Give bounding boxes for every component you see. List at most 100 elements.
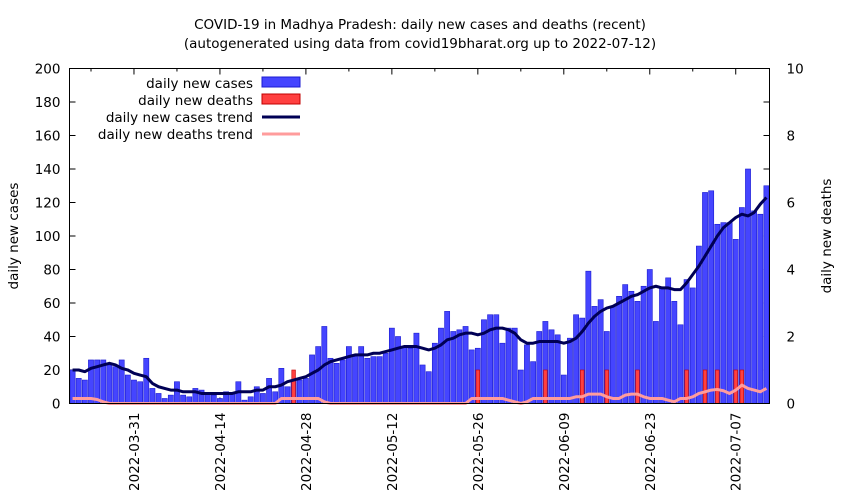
- cases-bar: [382, 352, 389, 404]
- cases-bar: [689, 287, 696, 404]
- cases-bar: [640, 285, 647, 404]
- cases-bar: [149, 388, 156, 404]
- cases-bar: [499, 342, 506, 404]
- deaths-bar: [580, 369, 585, 404]
- y-tick-label: 160: [35, 129, 61, 145]
- cases-bar: [591, 306, 598, 404]
- cases-bar: [524, 344, 530, 404]
- y2-axis-ticks: 0 2 4 6 8 10: [763, 62, 804, 413]
- x-tick-label: 2022-04-14: [213, 413, 229, 491]
- cases-bar: [573, 314, 579, 404]
- plot-frame: [69, 68, 770, 404]
- x-tick-label: 2022-05-26: [471, 413, 487, 491]
- cases-bar: [462, 326, 469, 404]
- cases-bar: [616, 295, 622, 404]
- cases-bar: [456, 329, 463, 404]
- deaths-bar: [733, 369, 738, 404]
- cases-bar: [665, 277, 672, 404]
- legend-label-deaths: daily new deaths: [138, 93, 253, 109]
- cases-bar: [106, 364, 113, 404]
- cases-bar: [425, 371, 432, 404]
- x-tick-label: 2022-04-28: [299, 413, 315, 491]
- cases-bar: [622, 284, 629, 404]
- legend-label-cases-trend: daily new cases trend: [106, 110, 253, 126]
- chart-subtitle: (autogenerated using data from covid19bh…: [184, 36, 656, 52]
- cases-bar: [726, 222, 733, 404]
- y2-tick-label: 10: [787, 62, 804, 78]
- y2-axis-label: daily new deaths: [819, 179, 835, 294]
- cases-bar: [505, 327, 512, 404]
- y-tick-label: 80: [43, 263, 60, 279]
- deaths-bar: [715, 369, 720, 404]
- cases-bar: [554, 334, 561, 404]
- legend-entry-deaths: daily new deaths: [138, 93, 301, 109]
- y-tick-label: 100: [35, 229, 61, 245]
- y2-tick-label: 4: [787, 263, 796, 279]
- x-tick-label: 2022-05-12: [385, 413, 401, 491]
- y-axis-ticks: 0 20 40 60 80 100 120 140 160 180 200: [35, 62, 770, 413]
- x-axis-ticks: 2022-03-31 2022-04-14 2022-04-28 2022-05-12…: [90, 68, 745, 491]
- y2-tick-label: 8: [787, 129, 796, 145]
- y-tick-label: 180: [35, 95, 61, 111]
- cases-bar: [413, 332, 420, 404]
- y2-tick-label: 2: [787, 330, 796, 346]
- cases-bar: [296, 379, 303, 404]
- cases-bar: [708, 190, 715, 404]
- y-tick-label: 200: [35, 62, 61, 78]
- cases-bar: [284, 386, 291, 404]
- cases-bar: [388, 327, 395, 404]
- cases-bar: [763, 185, 770, 404]
- cases-bar: [124, 374, 131, 404]
- legend-label-deaths-trend: daily new deaths trend: [98, 127, 253, 143]
- chart-title: COVID-19 in Madhya Pradesh: daily new ca…: [194, 17, 646, 33]
- deaths-bar: [635, 369, 640, 404]
- legend-label-cases: daily new cases: [146, 76, 253, 92]
- cases-bar: [315, 346, 322, 404]
- cases-bar: [327, 357, 334, 404]
- cases-bar: [266, 378, 272, 404]
- cases-bar: [204, 393, 211, 404]
- cases-bar: [450, 331, 457, 404]
- cases-bar: [419, 364, 426, 404]
- cases-bar: [628, 290, 635, 404]
- cases-bar: [81, 379, 88, 404]
- legend-entry-deaths-trend: daily new deaths trend: [98, 127, 300, 143]
- cases-bar: [511, 327, 518, 404]
- y2-tick-label: 0: [787, 397, 796, 413]
- cases-bar: [174, 381, 180, 404]
- cases-bar: [431, 342, 438, 404]
- y-axis-label: daily new cases: [6, 183, 22, 290]
- cases-bar: [745, 168, 751, 404]
- legend-swatch-deaths: [261, 93, 301, 105]
- cases-bar: [659, 287, 665, 404]
- cases-bar: [653, 321, 659, 404]
- cases-bar: [333, 362, 340, 404]
- y-tick-label: 60: [43, 296, 60, 312]
- cases-bar: [751, 210, 758, 404]
- deaths-bar: [702, 369, 708, 404]
- cases-bars: [69, 168, 770, 404]
- cases-bar: [260, 393, 266, 404]
- cases-trend-line: [72, 196, 768, 395]
- cases-bar: [407, 347, 414, 404]
- cases-bar: [309, 354, 315, 404]
- y-tick-label: 140: [35, 162, 61, 178]
- y-tick-label: 120: [35, 196, 61, 212]
- cases-bar: [468, 349, 475, 404]
- cases-bar: [757, 213, 764, 404]
- cases-bar: [155, 393, 162, 404]
- cases-bar: [229, 393, 236, 404]
- legend-entry-cases-trend: daily new cases trend: [106, 110, 300, 126]
- x-tick-label: 2022-07-07: [729, 413, 745, 491]
- y-tick-label: 40: [43, 330, 60, 346]
- cases-bar: [364, 357, 371, 404]
- cases-bar: [677, 324, 684, 404]
- y-tick-label: 20: [43, 363, 60, 379]
- cases-bar: [610, 306, 616, 404]
- cases-bar: [131, 379, 137, 404]
- cases-bar: [444, 311, 451, 404]
- legend: daily new cases daily new deaths daily n…: [98, 76, 301, 143]
- cases-bar: [438, 327, 444, 404]
- cases-bar: [585, 270, 592, 404]
